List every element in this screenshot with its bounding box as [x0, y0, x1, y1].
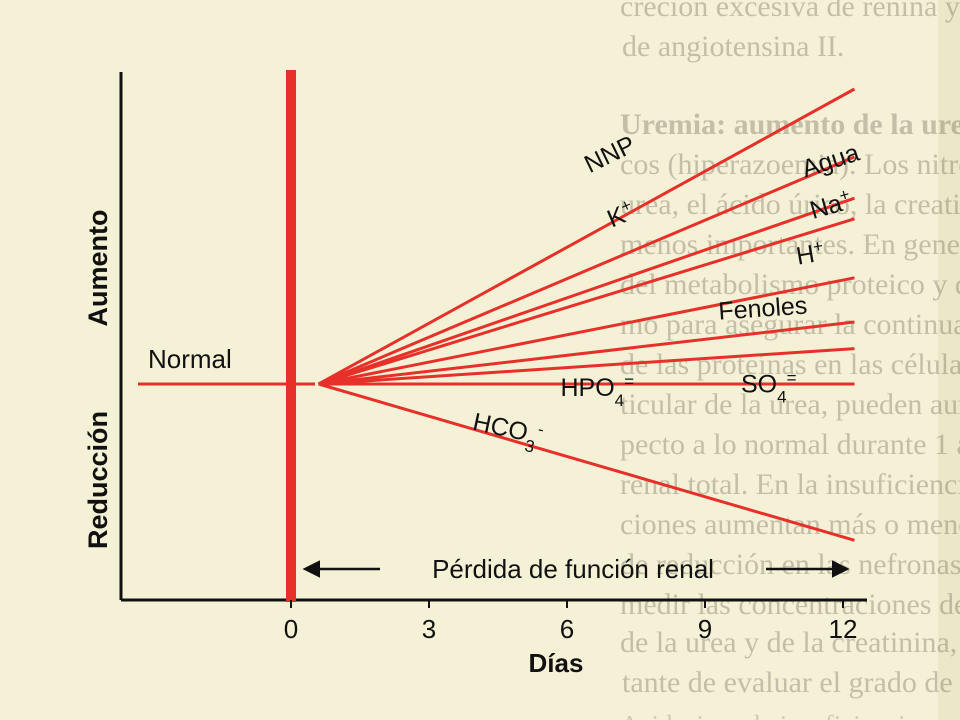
x-tick-label: 12	[829, 614, 858, 644]
page-edge	[938, 0, 960, 720]
background-text-line: de reducción en las nefronas funcionales…	[620, 548, 960, 581]
series-label-k: K+	[602, 195, 638, 234]
series-line-nnp	[317, 87, 856, 386]
background-text-line: medir las concentraciones de estas susta…	[620, 588, 960, 621]
x-tick-label: 6	[560, 614, 574, 644]
background-text-line: ciones aumentan más o menos en proporció…	[620, 508, 960, 541]
background-text-line: pecto a lo normal durante 1 a 2 semanas …	[620, 428, 960, 461]
y-axis-label-increase: Aumento	[83, 210, 113, 327]
series-label-hpo: HPO4=	[560, 372, 634, 410]
background-text-line: Acidosis en la insuficiencia renal: El r…	[620, 706, 960, 720]
series-line-na	[318, 217, 855, 386]
x-tick-label: 0	[284, 614, 298, 644]
background-text-line: cos (hiperazoemia). Los nitrógenos no pr…	[620, 148, 960, 181]
x-tick-label: 3	[422, 614, 436, 644]
series-line-so	[318, 347, 855, 386]
series-line-h	[318, 276, 855, 386]
series-line-agua	[318, 196, 855, 386]
background-text-line: creción excesiva de renina y la posterio…	[620, 0, 960, 23]
background-text-line: de la urea y de la creatinina, constituy…	[620, 626, 960, 659]
background-text-line: renal total. En la insuficiencia renal c…	[620, 468, 960, 501]
series-label-h: H+	[794, 236, 827, 271]
x-ticks: 0 3 6 9 12	[284, 600, 858, 644]
series-line-fenoles	[318, 320, 855, 386]
series-label-fenoles: Fenoles	[717, 292, 808, 326]
background-text-line: de angiotensina II.	[622, 30, 845, 63]
day-zero-red-bar	[286, 70, 296, 602]
y-axis-label-decrease: Reducción	[83, 411, 113, 549]
series-line-k	[318, 155, 856, 386]
chart-axes	[119, 72, 867, 602]
series-label-so: SO4=	[741, 368, 797, 406]
series-label-agua: Agua	[798, 139, 862, 184]
x-tick-label: 9	[698, 614, 712, 644]
series-lines	[317, 87, 856, 542]
arrow-label: Pérdida de función renal	[432, 554, 714, 584]
background-text-line: ticular de la urea, pueden aumentar hast…	[620, 388, 960, 421]
series-line-hco	[318, 382, 855, 542]
series-label-nnp: NNP	[580, 130, 640, 178]
renal-function-loss-arrow: Pérdida de función renal	[302, 554, 850, 584]
series-label-na: Na+	[806, 184, 855, 225]
x-axis-label: Días	[529, 648, 584, 678]
background-text-line: tante de evaluar el grado de insuficienc…	[622, 666, 960, 699]
series-label-hco: HCO3-	[469, 405, 546, 457]
normal-label: Normal	[148, 344, 232, 374]
background-text-line: urea, el ácido úrico, la creatinina y al…	[620, 188, 960, 221]
